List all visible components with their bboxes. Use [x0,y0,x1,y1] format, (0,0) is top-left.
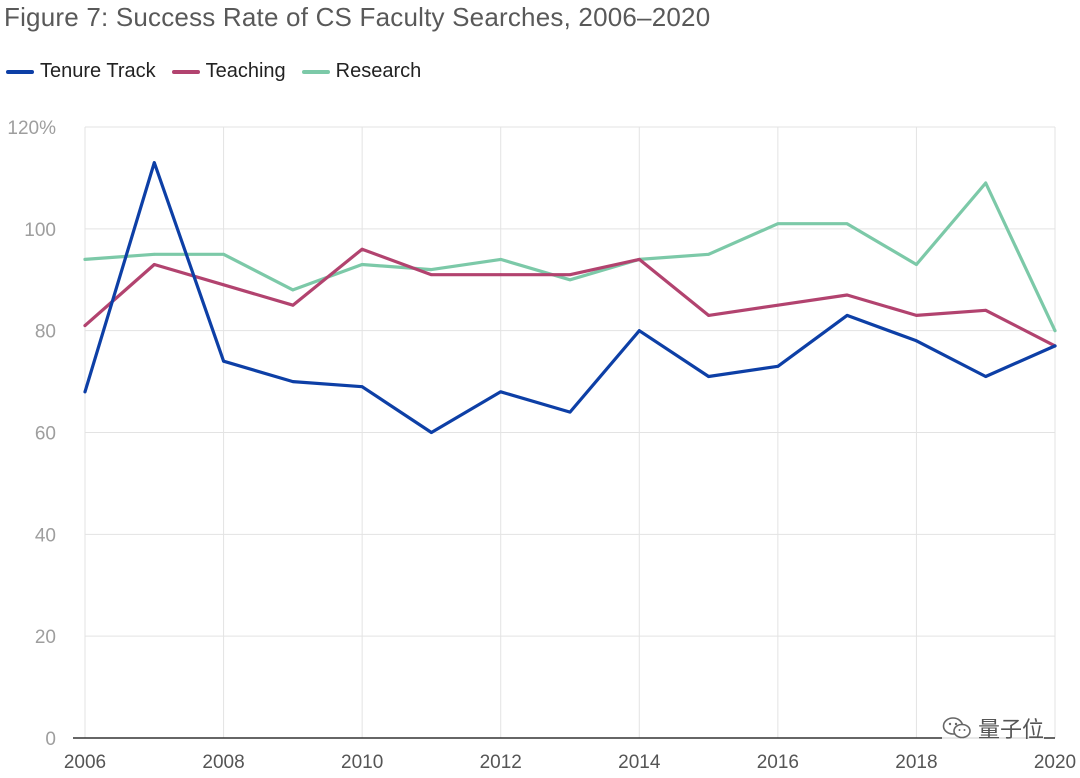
data-point-research [776,222,780,226]
series-line-teaching [83,247,1057,348]
x-tick-label: 2014 [618,752,661,773]
data-point-teaching [845,293,849,297]
data-point-research [1053,329,1057,333]
data-point-tenure-track [776,364,780,368]
x-tick-label: 2008 [202,752,244,773]
y-tick-label: 120% [7,118,56,139]
legend-item-tenure-track[interactable]: Tenure Track [6,60,156,83]
data-point-teaching [222,283,225,287]
x-tick-label: 2012 [480,752,522,773]
series-line-tenure-track [83,161,1057,435]
legend-swatch-research [301,69,330,74]
x-tick-label: 2010 [341,752,383,773]
x-tick-label: 2006 [64,752,106,773]
chart-title: Figure 7: Success Rate of CS Faculty Sea… [4,2,711,32]
data-point-tenure-track [984,375,988,378]
data-point-tenure-track [499,390,503,394]
data-point-tenure-track [430,431,433,434]
x-tick-label: 2018 [895,752,937,773]
data-point-teaching [776,303,780,307]
data-point-tenure-track [222,359,225,363]
data-point-research [707,252,710,256]
data-point-tenure-track [291,380,295,383]
legend-item-research[interactable]: Research [301,60,422,83]
legend: Tenure Track Teaching Research [6,60,437,83]
data-point-research [83,257,87,261]
data-point-teaching [499,273,503,277]
data-point-research [152,252,156,256]
legend-label-research: Research [335,60,422,82]
data-point-tenure-track [707,375,710,378]
data-point-teaching [291,303,295,307]
data-point-research [499,257,503,261]
data-point-teaching [568,273,572,277]
data-point-tenure-track [845,313,849,317]
data-point-tenure-track [83,390,87,394]
data-point-teaching [707,313,710,317]
data-point-research [915,263,918,266]
data-point-teaching [637,257,641,261]
y-tick-label: 0 [45,729,56,750]
y-tick-label: 100 [24,220,56,241]
data-point-research [291,288,295,292]
data-point-teaching [915,313,918,317]
legend-swatch-tenure-track [6,69,34,74]
x-tick-label: 2016 [757,752,799,773]
data-point-teaching [360,247,364,251]
data-point-tenure-track [360,385,364,389]
data-point-tenure-track [637,329,641,333]
wechat-icon [942,717,971,739]
y-tick-label: 80 [35,322,56,343]
data-point-teaching [984,308,988,312]
legend-swatch-teaching [171,69,200,74]
x-tick-label: 2020 [1034,752,1076,773]
series-line-research [83,181,1057,333]
y-tick-label: 60 [35,424,56,445]
data-point-research [568,278,572,282]
data-point-tenure-track [568,410,572,414]
legend-label-tenure-track: Tenure Track [40,60,156,82]
data-point-teaching [430,273,433,277]
legend-item-teaching[interactable]: Teaching [171,60,286,83]
watermark-text: 量子位 [977,717,1044,742]
watermark: 量子位 [941,712,1044,744]
data-point-research [430,268,433,271]
data-point-teaching [152,263,156,266]
data-point-tenure-track [152,161,156,165]
legend-label-teaching: Teaching [205,60,286,82]
data-point-research [845,222,849,226]
data-point-tenure-track [915,339,918,343]
y-tick-label: 40 [35,525,56,546]
y-tick-label: 20 [35,627,56,648]
data-point-teaching [83,324,87,327]
data-point-research [222,252,225,256]
data-point-research [360,263,364,266]
data-point-research [984,181,988,185]
data-point-tenure-track [1053,344,1057,348]
